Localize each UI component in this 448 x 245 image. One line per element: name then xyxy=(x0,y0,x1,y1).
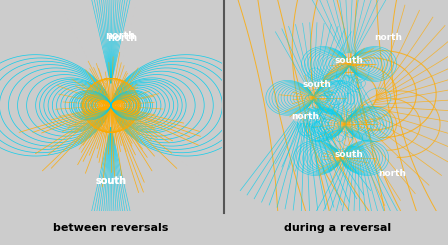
Text: south: south xyxy=(335,150,363,159)
Text: south: south xyxy=(95,176,126,186)
Text: between reversals: between reversals xyxy=(53,223,168,233)
Text: south: south xyxy=(335,56,363,65)
Text: south: south xyxy=(95,176,126,186)
Text: north: north xyxy=(107,33,137,43)
Text: north: north xyxy=(292,112,319,121)
Text: north: north xyxy=(375,33,403,42)
Text: during a reversal: during a reversal xyxy=(284,223,391,233)
Text: south: south xyxy=(303,80,332,89)
Text: north: north xyxy=(379,169,407,178)
Text: north: north xyxy=(105,31,135,41)
